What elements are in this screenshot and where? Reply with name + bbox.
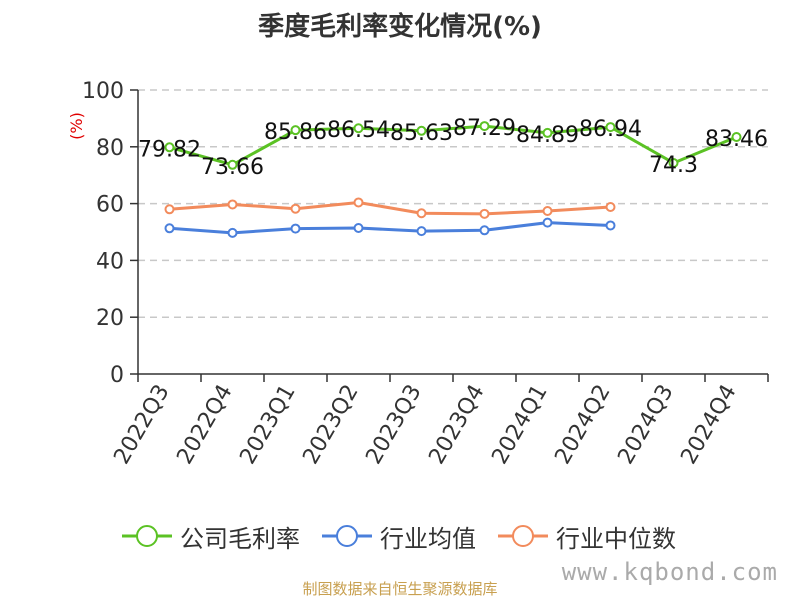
legend-label: 行业中位数 bbox=[556, 524, 676, 553]
series-point-0 bbox=[164, 142, 175, 153]
series-point-2 bbox=[542, 205, 553, 216]
series-point-2 bbox=[227, 199, 238, 210]
data-label: 85.63 bbox=[390, 121, 453, 146]
series-point-1 bbox=[290, 223, 301, 234]
y-axis-label: (%) bbox=[67, 112, 86, 140]
series-point-2 bbox=[164, 204, 175, 215]
series-line-0 bbox=[169, 124, 738, 167]
series-point-1 bbox=[542, 217, 553, 228]
grid-layer bbox=[138, 89, 768, 318]
series-point-2 bbox=[353, 197, 364, 208]
series-point-0 bbox=[353, 123, 364, 134]
data-label: 86.94 bbox=[579, 117, 642, 142]
x-tick-label: 2024Q2 bbox=[550, 381, 615, 469]
y-tick-label: 20 bbox=[96, 306, 124, 331]
series-point-1 bbox=[605, 220, 616, 231]
x-tick-label: 2023Q3 bbox=[361, 381, 426, 469]
legend-line-marker-icon bbox=[322, 525, 372, 547]
x-tick-label: 2023Q4 bbox=[424, 381, 489, 469]
legend-label: 公司毛利率 bbox=[180, 524, 300, 553]
series-point-1 bbox=[227, 227, 238, 238]
series-point-2 bbox=[416, 208, 427, 219]
series-point-0 bbox=[416, 125, 427, 136]
legend-item-company-margin[interactable]: 公司毛利率 bbox=[122, 518, 300, 554]
series-point-2 bbox=[290, 203, 301, 214]
x-tick-label: 2024Q3 bbox=[613, 381, 678, 469]
series-point-2 bbox=[605, 202, 616, 213]
y-tick-label: 100 bbox=[82, 79, 124, 104]
data-label: 84.89 bbox=[516, 123, 579, 148]
data-label: 83.46 bbox=[705, 127, 768, 152]
legend-item-industry-mean[interactable]: 行业均值 bbox=[322, 518, 476, 554]
x-tick-label: 2022Q3 bbox=[109, 381, 174, 469]
data-label: 85.86 bbox=[264, 120, 327, 145]
x-tick-label: 2024Q1 bbox=[487, 381, 552, 469]
data-label: 87.29 bbox=[453, 116, 516, 141]
x-tick-label: 2022Q4 bbox=[172, 381, 237, 469]
series-line-1 bbox=[169, 221, 611, 235]
series-point-0 bbox=[668, 157, 679, 168]
series-point-2 bbox=[479, 208, 490, 219]
data-label: 74.3 bbox=[649, 153, 698, 178]
x-tick-label: 2023Q2 bbox=[298, 381, 363, 469]
x-tick-label: 2023Q1 bbox=[235, 381, 300, 469]
series-point-1 bbox=[416, 226, 427, 237]
legend: 公司毛利率 行业均值 行业中位数 bbox=[0, 518, 800, 558]
series-point-1 bbox=[353, 223, 364, 234]
series-point-0 bbox=[227, 159, 238, 170]
x-tick-label: 2024Q4 bbox=[676, 381, 741, 469]
series-point-0 bbox=[542, 127, 553, 138]
series-point-0 bbox=[605, 122, 616, 133]
series-line-2 bbox=[169, 200, 611, 216]
chart-title: 季度毛利率变化情况(%) bbox=[258, 12, 542, 42]
source-note: 制图数据来自恒生聚源数据库 bbox=[302, 580, 498, 598]
series-point-0 bbox=[479, 121, 490, 132]
y-tick-label: 0 bbox=[110, 363, 124, 388]
series-point-0 bbox=[290, 125, 301, 136]
legend-line-marker-icon bbox=[498, 525, 548, 547]
legend-item-industry-median[interactable]: 行业中位数 bbox=[498, 518, 676, 554]
watermark: www.kqbond.com bbox=[561, 558, 778, 586]
series-point-1 bbox=[479, 225, 490, 236]
data-label: 79.82 bbox=[138, 137, 201, 162]
y-tick-label: 60 bbox=[96, 193, 124, 218]
series-point-0 bbox=[731, 131, 742, 142]
data-label: 86.54 bbox=[327, 118, 390, 143]
y-tick-label: 40 bbox=[96, 249, 124, 274]
data-label: 73.66 bbox=[201, 155, 264, 180]
series-point-1 bbox=[164, 223, 175, 234]
legend-label: 行业均值 bbox=[380, 524, 476, 553]
legend-line-marker-icon bbox=[122, 525, 172, 547]
series-layer bbox=[164, 121, 742, 238]
y-tick-label: 80 bbox=[96, 136, 124, 161]
